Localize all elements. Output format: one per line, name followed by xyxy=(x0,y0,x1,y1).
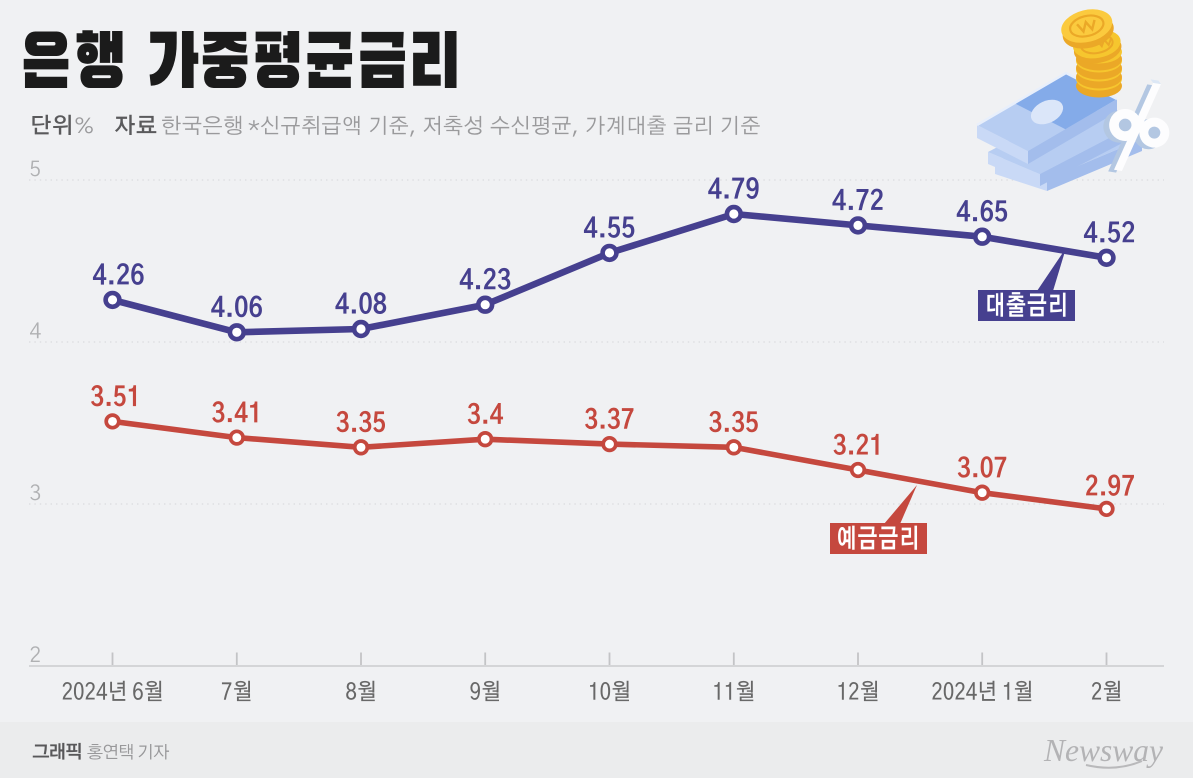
svg-text:Newsway: Newsway xyxy=(1043,733,1163,768)
